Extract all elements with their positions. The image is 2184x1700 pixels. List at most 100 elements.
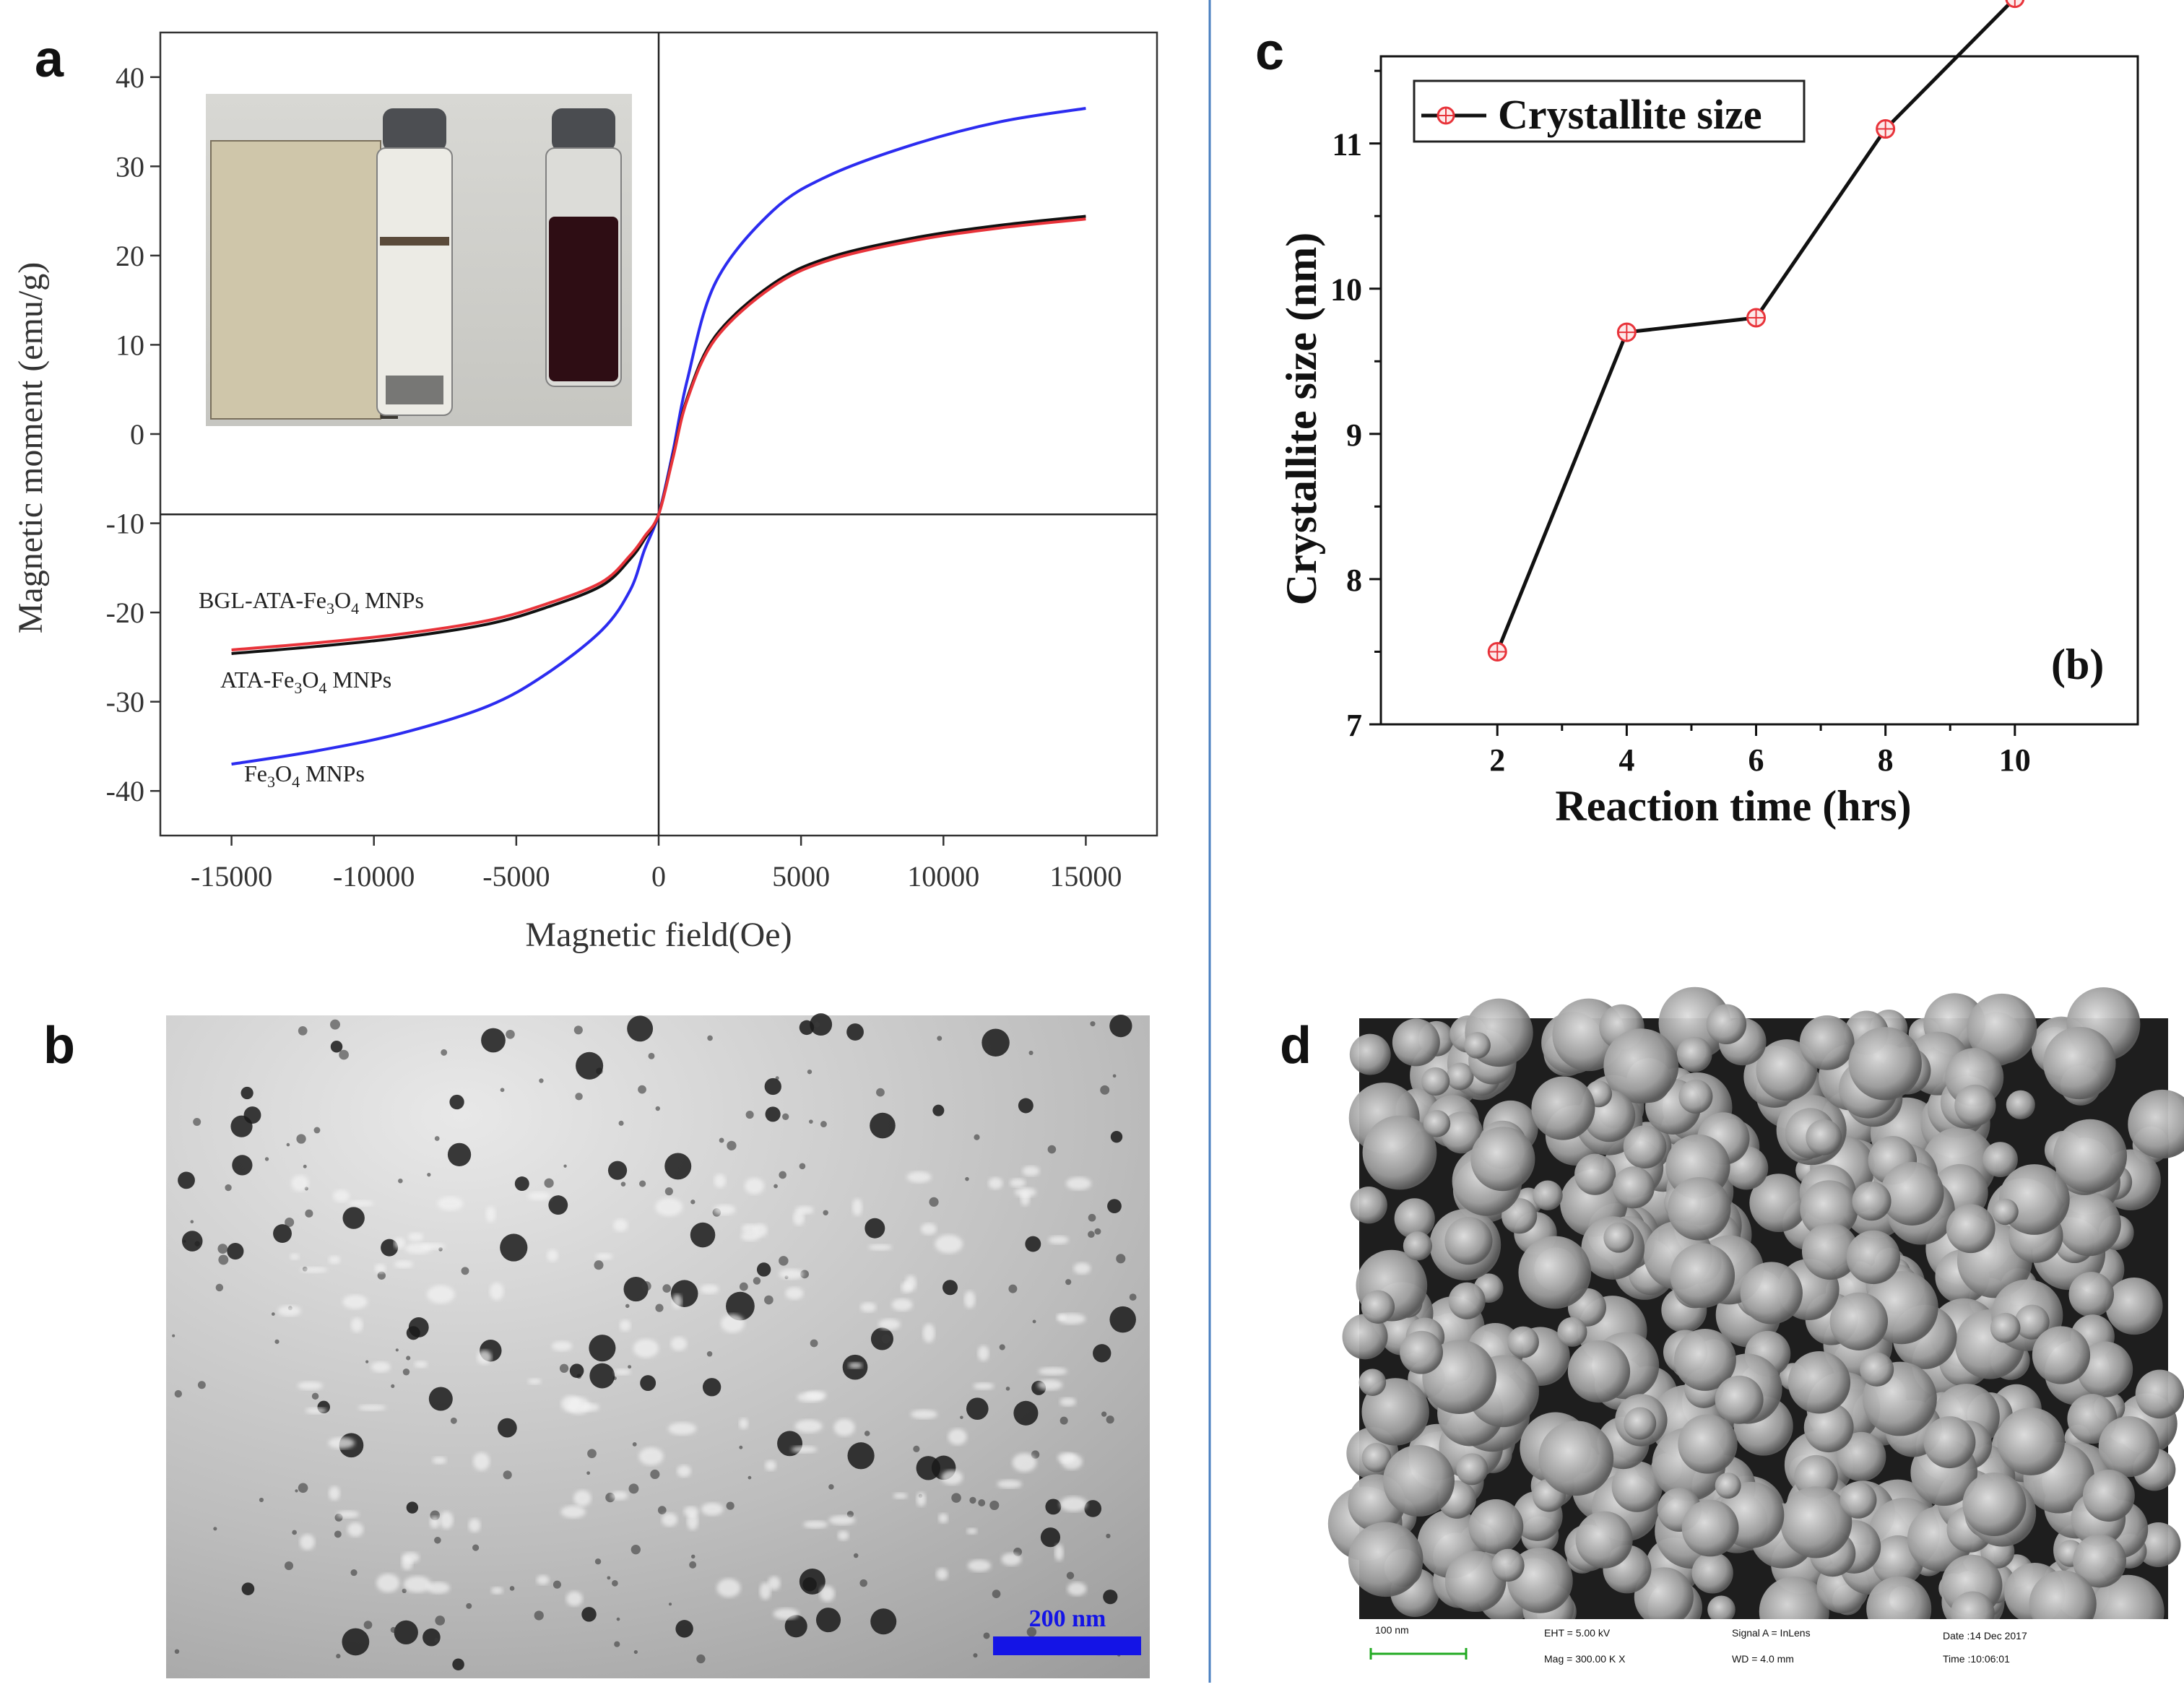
tem-bright-cluster [337, 1510, 359, 1518]
sem-grain [1676, 1036, 1712, 1072]
tem-particle [557, 1195, 560, 1199]
sem-grain [2076, 1341, 2133, 1397]
tem-bright-cluster [1057, 1452, 1076, 1463]
tem-particle [589, 1363, 615, 1389]
tem-particle [594, 1260, 604, 1270]
tem-bright-cluster [394, 1260, 413, 1268]
sem-time: Time :10:06:01 [1943, 1653, 2010, 1665]
panel-letter-b: b [43, 1017, 75, 1075]
chart-c-data-point [1616, 322, 1637, 342]
tem-bright-cluster [473, 1452, 490, 1471]
chart-a-y-tick-label: 0 [130, 418, 144, 451]
tem-bright-cluster [490, 1283, 504, 1301]
tem-bright-cluster [833, 1418, 855, 1436]
sem-grain [1349, 1033, 1391, 1075]
tem-particle [1066, 1571, 1075, 1579]
tem-bright-cluster [328, 1437, 355, 1449]
chart-c-x-tick-label: 8 [1878, 742, 1894, 778]
tem-particle [298, 1025, 308, 1036]
tem-bright-cluster [291, 1175, 309, 1192]
tem-particle [966, 1397, 989, 1420]
tem-bright-cluster [911, 1410, 937, 1419]
tem-particle [342, 1628, 370, 1656]
tem-bright-cluster [1022, 1166, 1040, 1176]
tem-particle [859, 1579, 868, 1587]
tem-particle [339, 1049, 349, 1060]
chart-a-x-tick-label: 15000 [1049, 860, 1122, 893]
tem-particle [696, 1654, 706, 1664]
sem-grain [1557, 1317, 1587, 1347]
panel-c-crystallite-chart: c 2 4 6 8 10 7 8 9 10 11 Crystallite size (b) Rea… [1255, 0, 2139, 830]
tem-particle [363, 1621, 373, 1629]
tem-particle [702, 1378, 722, 1397]
tem-particle [1028, 1050, 1034, 1055]
tem-particle [847, 1442, 875, 1470]
tem-bright-cluster [430, 1516, 440, 1529]
tem-bright-cluster [820, 1585, 835, 1602]
tem-particle [402, 1588, 407, 1594]
tem-bright-cluster [560, 1506, 586, 1518]
tem-particle [765, 1106, 781, 1122]
sem-grain [1954, 1084, 1996, 1127]
sem-grain [1992, 1198, 2019, 1226]
tem-bright-cluster [701, 1502, 724, 1516]
tem-particle [1060, 1416, 1068, 1425]
chart-c-legend: Crystallite size [1413, 79, 1806, 143]
tem-particle [1088, 1231, 1095, 1239]
tem-bright-cluster [741, 1223, 758, 1233]
sem-grain [1756, 1039, 1818, 1101]
tem-particle [690, 1200, 696, 1205]
tem-particle [500, 1088, 505, 1093]
tem-particle [193, 1117, 202, 1126]
sem-signal: Signal A = InLens [1732, 1627, 1811, 1639]
tem-bright-cluster [401, 1556, 413, 1570]
tem-bright-cluster [795, 1206, 814, 1215]
tem-bright-cluster [1066, 1177, 1091, 1190]
tem-particle [623, 1276, 649, 1302]
tem-particle [573, 1025, 583, 1035]
tem-bright-cluster [376, 1574, 400, 1592]
tem-particle [756, 1262, 771, 1277]
sem-grain [1923, 1416, 1976, 1469]
tem-particle [779, 1256, 789, 1266]
tem-particle [628, 1483, 639, 1494]
sem-grain [1962, 1472, 2027, 1537]
tem-bright-cluster [342, 1295, 368, 1309]
sem-grain [1667, 1176, 1731, 1241]
chart-a-x-axis-title: Magnetic field(Oe) [525, 916, 792, 954]
chart-c-data-point [1746, 308, 1767, 328]
sem-grain [1421, 1067, 1450, 1096]
tem-particle [381, 1239, 399, 1257]
tem-particle [172, 1334, 176, 1337]
tem-bright-cluster [700, 1284, 719, 1294]
tem-particle [815, 1608, 841, 1633]
tem-bright-cluster [613, 1218, 628, 1232]
tem-particle [620, 1181, 626, 1187]
tem-particle [174, 1649, 180, 1655]
tem-bright-cluster [370, 1361, 391, 1373]
tem-bright-cluster [672, 1294, 682, 1309]
tem-particle [690, 1222, 716, 1248]
tem-bright-cluster [828, 1515, 856, 1525]
sem-grain [1440, 1111, 1483, 1154]
tem-particle [764, 1295, 774, 1305]
tem-bright-cluster [803, 1520, 828, 1529]
tem-particle [213, 1527, 217, 1531]
sem-grain [1533, 1180, 1563, 1210]
tem-bright-cluster [901, 1281, 912, 1293]
sem-grain [2032, 1326, 2091, 1384]
sem-grain [1464, 1032, 1491, 1059]
tem-particle [745, 1111, 754, 1119]
sem-grain [1507, 1326, 1539, 1358]
tem-particle [434, 1136, 440, 1141]
sem-grain [1852, 1181, 1892, 1221]
sem-grain [1342, 1314, 1388, 1360]
tem-particle [272, 1312, 275, 1316]
tem-particle [1116, 1254, 1126, 1264]
tem-particle [727, 1140, 737, 1151]
tem-particle [828, 1484, 834, 1490]
sem-grain [1448, 1282, 1486, 1319]
tem-bright-cluster [1054, 1544, 1064, 1561]
tem-particle [534, 1610, 544, 1621]
tem-particle [563, 1164, 567, 1168]
